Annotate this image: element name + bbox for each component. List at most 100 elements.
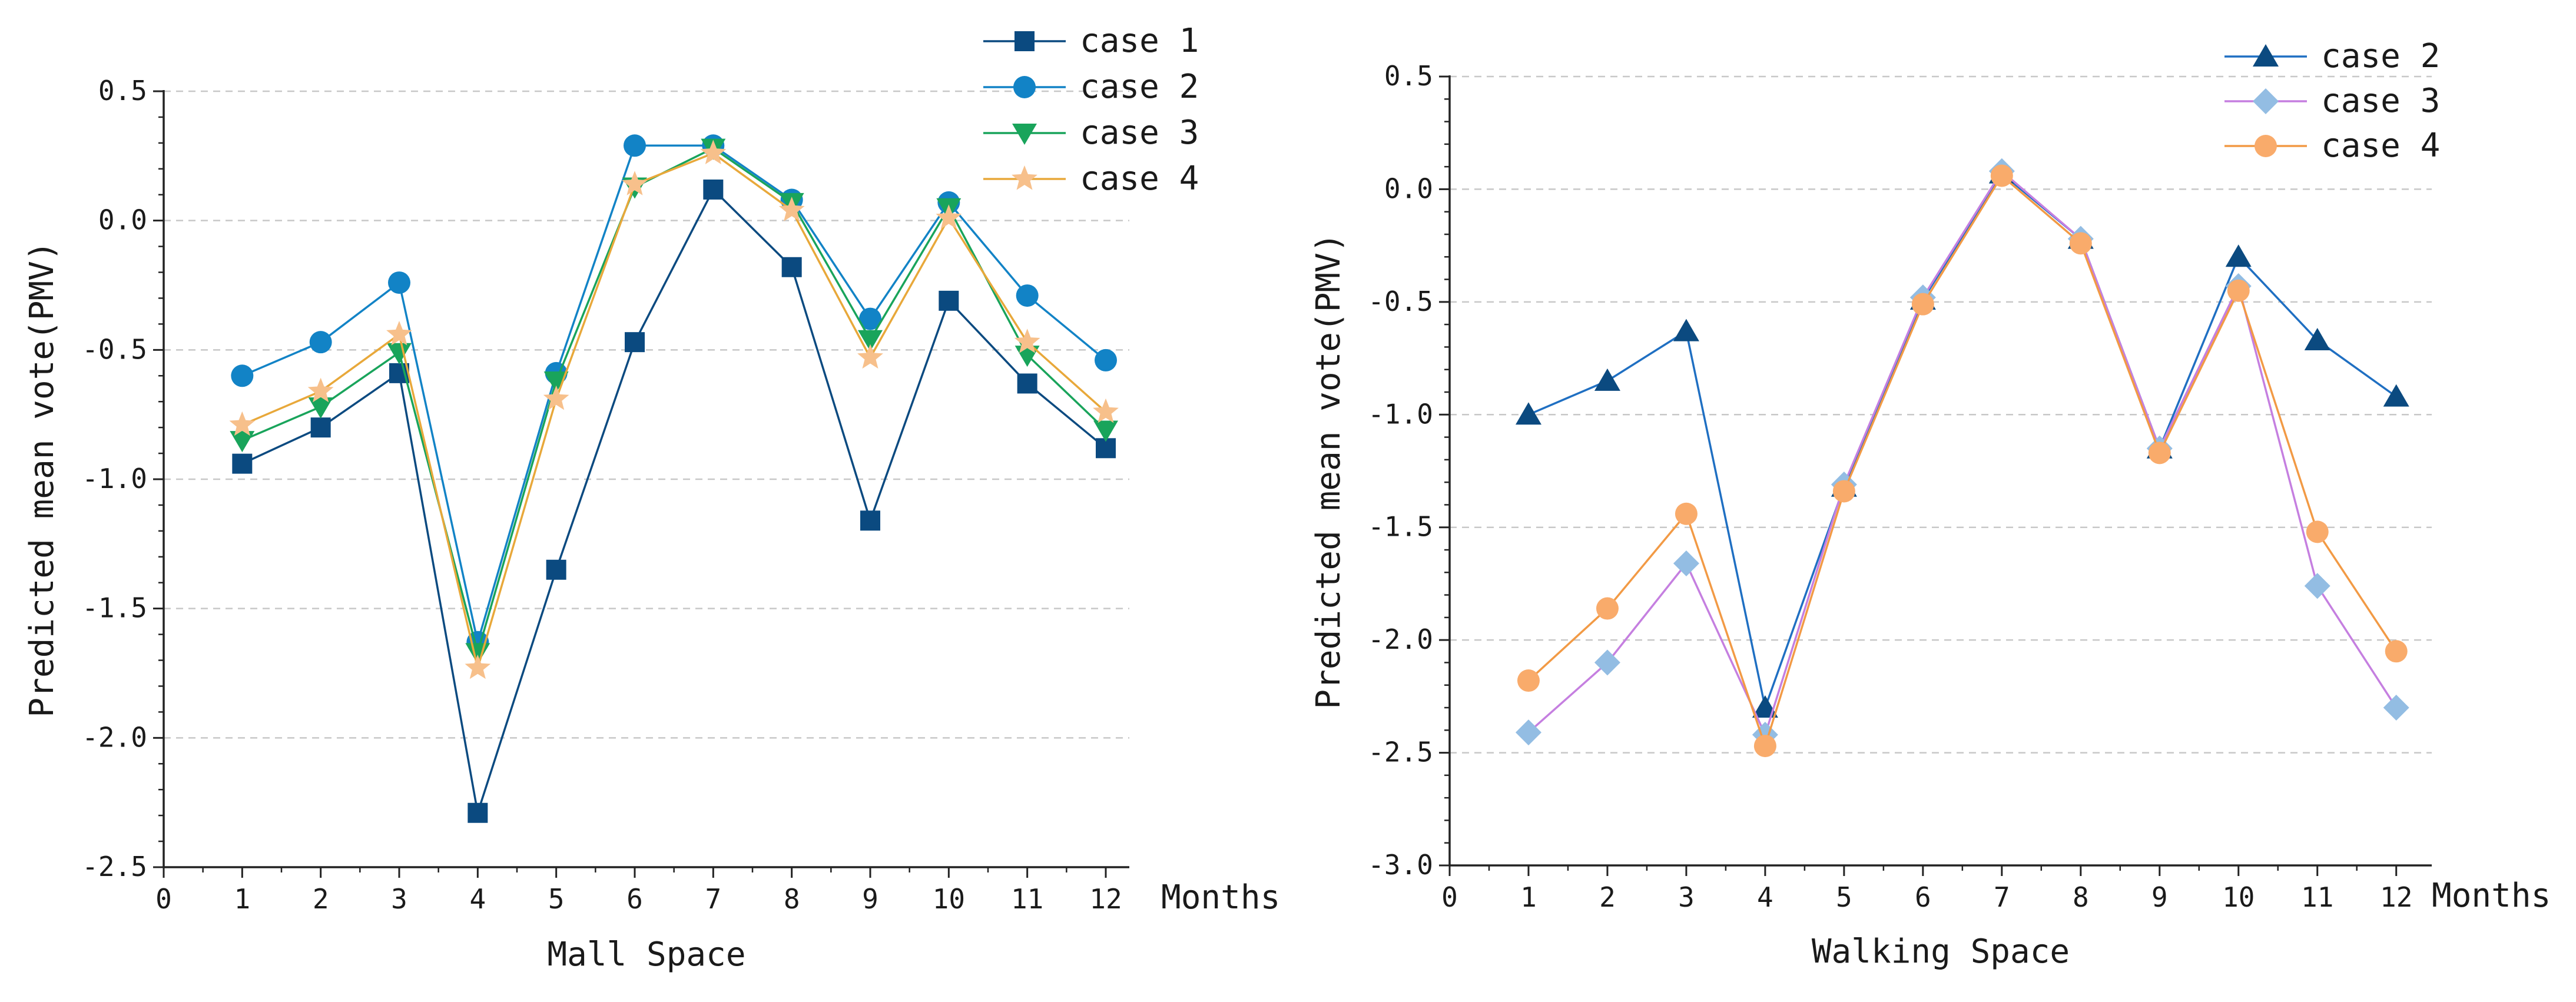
data-point: [230, 431, 255, 453]
legend-label: case 4: [2321, 127, 2440, 165]
x-tick-label: 10: [2222, 881, 2255, 913]
legend-marker: [2255, 135, 2277, 157]
data-point: [1594, 649, 1620, 676]
data-point: [543, 371, 569, 393]
series-case-3: [1515, 158, 2409, 748]
y-tick-label: 0.5: [1384, 60, 1433, 92]
y-tick-label: -0.5: [82, 333, 147, 365]
data-point: [1594, 368, 1620, 391]
x-tick-label: 2: [313, 883, 329, 915]
x-axis-title: Mall Space: [547, 935, 745, 974]
data-point: [624, 134, 646, 157]
data-point: [1673, 318, 1699, 341]
data-point: [939, 290, 959, 311]
x-tick-label: 1: [1520, 881, 1537, 913]
y-tick-label: -1.0: [1368, 398, 1433, 430]
data-point: [1911, 293, 1934, 316]
data-point: [2383, 695, 2409, 721]
data-point: [309, 331, 332, 354]
x-axis-title: Walking Space: [1812, 933, 2070, 971]
data-point: [2227, 279, 2250, 302]
y-tick-label: -1.5: [82, 592, 147, 624]
data-point: [2069, 232, 2092, 255]
series-line: [1527, 170, 2398, 738]
x-tick-label: 4: [1757, 881, 1773, 913]
data-point: [1832, 480, 1855, 503]
series-case-1: [232, 179, 1116, 823]
data-point: [625, 332, 645, 353]
x-axis-end-label: Months: [2432, 877, 2551, 915]
y-tick-label: 0.0: [1384, 172, 1433, 204]
data-point: [2148, 442, 2171, 464]
y-tick-label: -1.0: [82, 463, 147, 495]
y-axis-title: Predicted mean vote(PMV): [1309, 233, 1348, 709]
data-point: [2304, 573, 2330, 599]
x-tick-label: 3: [1678, 881, 1695, 913]
legend-label: case 3: [2321, 82, 2440, 120]
series-case-4: [1517, 164, 2408, 758]
series-case-2: [231, 134, 1117, 653]
data-point: [386, 321, 412, 346]
legend-marker: [1013, 76, 1036, 98]
data-point: [1517, 669, 1540, 692]
series-line: [241, 147, 1107, 656]
data-point: [2225, 244, 2252, 267]
data-point: [1093, 398, 1119, 423]
legend-label: case 4: [1080, 160, 1199, 198]
data-point: [388, 271, 410, 294]
data-point: [778, 197, 805, 221]
x-tick-label: 0: [155, 883, 172, 915]
data-point: [2306, 520, 2329, 543]
data-point: [1673, 550, 1699, 576]
data-point: [229, 411, 256, 436]
data-point: [468, 802, 488, 823]
y-tick-label: -2.5: [82, 851, 147, 882]
x-tick-label: 9: [862, 883, 878, 915]
x-tick-label: 4: [469, 883, 486, 915]
legend-marker: [1015, 31, 1035, 51]
x-tick-label: 9: [2151, 881, 2168, 913]
x-tick-label: 1: [234, 883, 250, 915]
data-point: [546, 559, 566, 580]
data-point: [703, 179, 724, 200]
series-line: [241, 152, 1107, 672]
data-point: [387, 343, 412, 364]
x-tick-label: 12: [2380, 881, 2412, 913]
data-point: [308, 397, 333, 419]
data-point: [781, 257, 802, 277]
data-point: [232, 453, 253, 474]
data-point: [543, 385, 569, 410]
x-tick-label: 12: [1089, 883, 1122, 915]
panel-walking-space: -3.0-2.5-2.0-1.5-1.0-0.50.00.50 1 2 3 4 5 6 7 8 9…: [1309, 37, 2551, 971]
x-tick-label: 5: [1836, 881, 1852, 913]
data-point: [859, 307, 881, 330]
panel-mall-space: -2.5-2.0-1.5-1.0-0.50.00.50 1 2 3 4 5 6 7 8 9 10 11…: [23, 22, 1280, 974]
data-point: [2383, 384, 2409, 407]
legend-label: case 2: [1080, 68, 1199, 106]
series-case-4: [229, 140, 1119, 679]
data-point: [2304, 327, 2330, 350]
data-point: [1017, 373, 1037, 394]
series-line: [241, 187, 1107, 814]
data-point: [1093, 420, 1118, 442]
x-tick-label: 2: [1599, 881, 1616, 913]
data-point: [1515, 402, 1541, 425]
x-tick-label: 7: [1994, 881, 2010, 913]
data-point: [936, 204, 962, 229]
x-tick-label: 3: [391, 883, 407, 915]
y-tick-label: -1.5: [1368, 511, 1433, 543]
data-point: [1675, 502, 1698, 525]
y-tick-label: -2.0: [82, 721, 147, 753]
legend-marker: [2253, 44, 2279, 67]
data-point: [1095, 349, 1117, 371]
data-point: [857, 344, 883, 369]
data-point: [622, 171, 648, 195]
data-point: [2385, 640, 2408, 663]
x-tick-label: 0: [1441, 881, 1458, 913]
legend-marker: [2253, 88, 2279, 114]
data-point: [1596, 597, 1619, 620]
data-point: [1016, 284, 1039, 307]
data-point: [700, 140, 727, 164]
data-point: [1515, 719, 1541, 746]
